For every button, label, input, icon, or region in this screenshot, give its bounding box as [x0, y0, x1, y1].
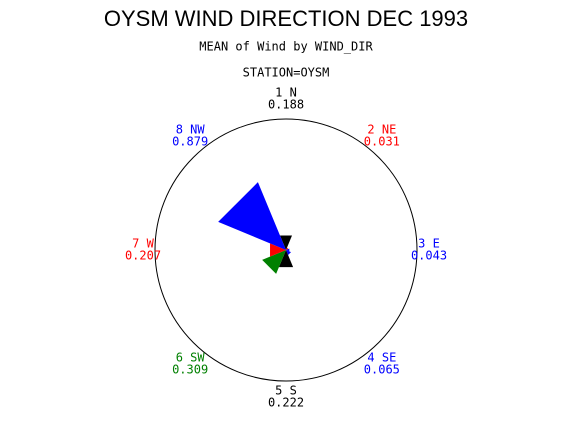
wedge [262, 250, 286, 274]
outer-circle [154, 118, 418, 382]
wedge [270, 243, 286, 257]
chart-subtitle: MEAN of Wind by WIND_DIR [199, 40, 373, 54]
value-label: 0.065 [364, 362, 400, 376]
wedge [286, 247, 289, 250]
value-label: 0.188 [268, 98, 304, 112]
value-label: 0.309 [172, 362, 208, 376]
value-label: 0.031 [364, 135, 400, 149]
direction-label: 3 E [418, 237, 440, 251]
value-label: 0.879 [172, 135, 208, 149]
value-label: 0.043 [411, 249, 447, 263]
wedge [286, 250, 292, 256]
direction-label: 5 S [275, 384, 297, 398]
value-label: 0.222 [268, 396, 304, 410]
value-label: 0.207 [125, 249, 161, 263]
direction-label: 8 NW [176, 123, 206, 137]
chart-title: OYSM WIND DIRECTION DEC 1993 [104, 6, 468, 31]
wedge [218, 182, 286, 250]
direction-label: 2 NE [367, 123, 396, 137]
direction-label: 1 N [275, 86, 297, 100]
wedge [279, 235, 293, 250]
wedge [286, 248, 290, 252]
direction-label: 7 W [132, 237, 154, 251]
direction-label: 4 SE [367, 350, 396, 364]
direction-label: 6 SW [176, 350, 206, 364]
station-label: STATION=OYSM [243, 66, 330, 80]
wedge [278, 250, 294, 268]
